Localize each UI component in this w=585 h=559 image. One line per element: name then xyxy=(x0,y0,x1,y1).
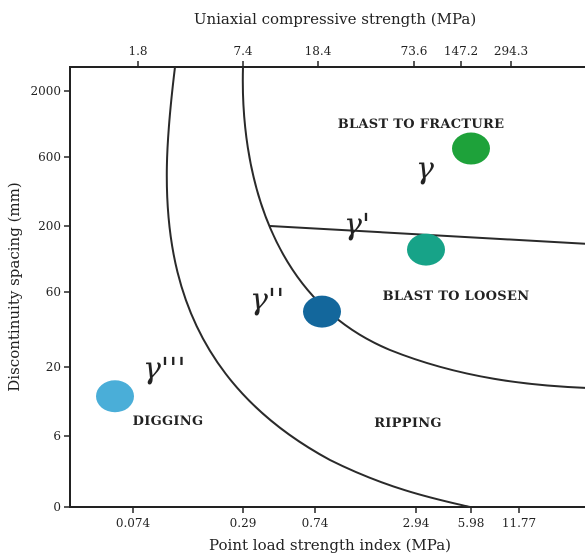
data-point-label: γ''' xyxy=(143,351,186,386)
y-tick-label: 20 xyxy=(46,360,61,374)
zone-label-blast-to-loosen: BLAST TO LOOSEN xyxy=(383,289,530,304)
top-tick-label: 73.6 xyxy=(401,44,428,58)
data-point-label: γ' xyxy=(344,208,370,243)
y-axis-ticks: 0 6 20 60 200 600 2000 xyxy=(30,84,70,514)
plot-area-frame xyxy=(69,66,585,508)
top-tick-label: 147.2 xyxy=(444,44,478,58)
top-axis-ticks: 1.8 7.4 18.4 73.6 147.2 294.3 xyxy=(128,44,528,67)
x-tick-label: 0.74 xyxy=(302,516,329,530)
x-tick-label: 11.77 xyxy=(502,516,536,530)
y-tick-label: 200 xyxy=(38,219,61,233)
data-point xyxy=(407,233,445,266)
zone-label-ripping: RIPPING xyxy=(374,416,442,431)
y-tick-label: 600 xyxy=(38,150,61,164)
data-point-label: γ'' xyxy=(250,283,284,318)
top-tick-label: 18.4 xyxy=(305,44,332,58)
top-tick-label: 294.3 xyxy=(494,44,528,58)
data-point-label: γ xyxy=(416,152,434,187)
top-tick-label: 1.8 xyxy=(128,44,147,58)
x-axis-ticks: 0.074 0.29 0.74 2.94 5.98 11.77 xyxy=(116,507,536,530)
x-axis-title: Point load strength index (MPa) xyxy=(209,536,451,554)
x-tick-label: 2.94 xyxy=(403,516,430,530)
data-point xyxy=(96,380,134,413)
x-tick-label: 0.074 xyxy=(116,516,151,530)
x-tick-label: 0.29 xyxy=(230,516,257,530)
zone-label-digging: DIGGING xyxy=(133,414,204,429)
y-tick-label: 2000 xyxy=(30,84,61,98)
data-points: γ''' γ'' γ' γ xyxy=(96,132,490,413)
data-point xyxy=(452,132,490,165)
boundary-ripping-blasting xyxy=(241,66,585,389)
y-axis-title: Discontinuity spacing (mm) xyxy=(5,182,23,391)
y-tick-label: 0 xyxy=(53,500,61,514)
top-tick-label: 7.4 xyxy=(233,44,252,58)
zone-label-blast-to-fracture: BLAST TO FRACTURE xyxy=(338,117,505,132)
y-tick-label: 6 xyxy=(53,429,61,443)
x-tick-label: 5.98 xyxy=(458,516,485,530)
top-axis-title: Uniaxial compressive strength (MPa) xyxy=(194,10,476,28)
y-tick-label: 60 xyxy=(46,285,61,299)
data-point xyxy=(303,295,341,328)
boundary-digging-ripping xyxy=(165,66,471,508)
